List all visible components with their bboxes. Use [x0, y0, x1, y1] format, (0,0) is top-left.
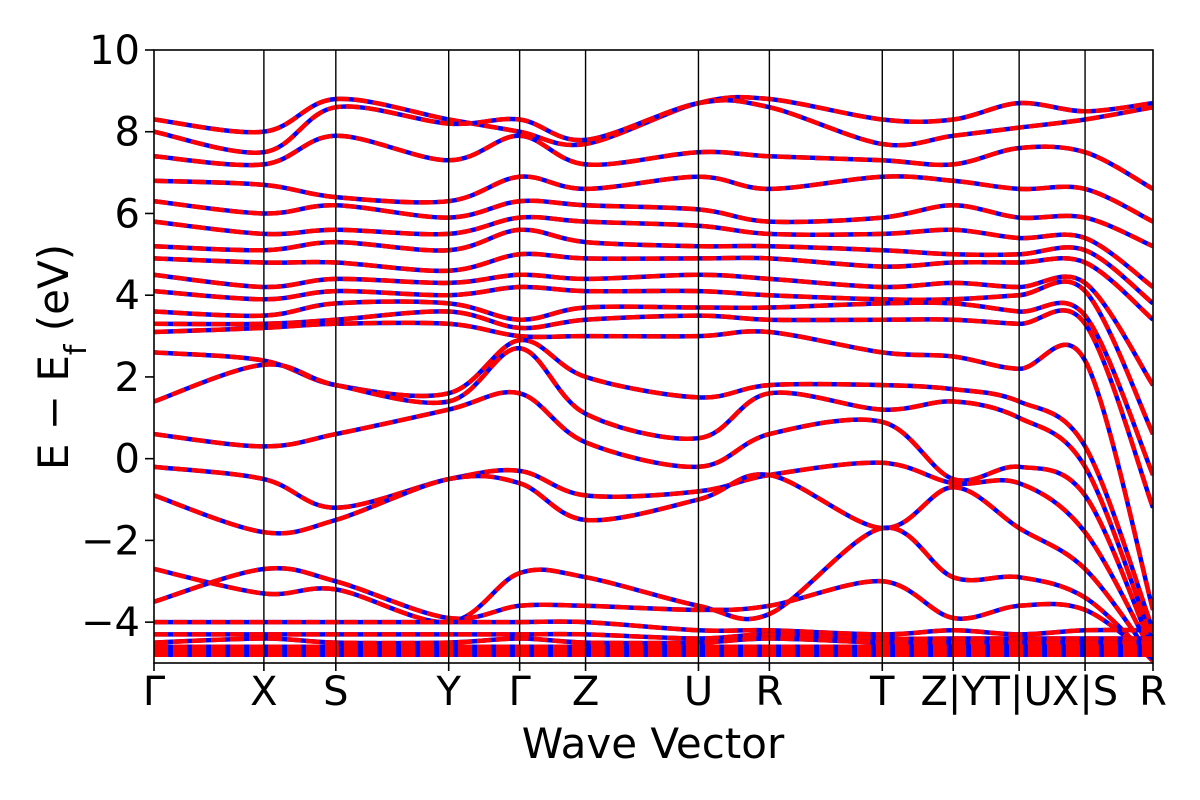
x-tick-label: Y: [435, 669, 461, 715]
plot-background: [154, 50, 1153, 663]
y-axis-title: E − Ef (eV): [29, 244, 94, 470]
y-axis-title-unit: (eV): [29, 244, 78, 345]
x-tick-label: U: [684, 669, 713, 715]
y-tick-label: 6: [115, 191, 140, 237]
band-line-red: [154, 133, 1153, 191]
x-tick-label: T: [869, 669, 895, 715]
y-tick-label: 4: [115, 273, 140, 319]
x-tick-label: X|S: [1052, 669, 1118, 715]
band-line-red: [154, 94, 1153, 148]
band-line-red: [154, 98, 1153, 155]
y-tick-label: −4: [81, 600, 140, 646]
y-axis: −4 −2 0 2 4 6 8 10: [81, 28, 154, 646]
x-axis-title: Wave Vector: [522, 719, 785, 768]
plot-frame: [153, 49, 1154, 664]
x-tick-label: T|U: [985, 669, 1053, 715]
x-tick-label: R: [1139, 669, 1167, 715]
y-tick-label: 8: [115, 110, 140, 156]
x-tick-label: Γ: [508, 669, 531, 715]
x-tick-label: S: [323, 669, 348, 715]
x-tick-label: X: [250, 669, 277, 715]
high-symmetry-lines: [263, 50, 1086, 663]
y-tick-label: 0: [115, 437, 140, 483]
y-tick-label: 10: [89, 28, 140, 74]
y-axis-title-subscript: f: [59, 343, 94, 355]
x-tick-label: Z: [572, 669, 599, 715]
x-tick-label: Γ: [143, 669, 166, 715]
y-tick-label: −2: [81, 518, 140, 564]
y-tick-label: 2: [115, 355, 140, 401]
x-tick-label: Z|Y: [921, 669, 987, 715]
x-tick-label: R: [755, 669, 783, 715]
band-line-red: [154, 320, 1153, 611]
y-axis-title-main: E − E: [29, 355, 78, 470]
x-axis: Γ X S Y Γ Z U R T Z|Y T|U X|S R: [143, 663, 1167, 715]
